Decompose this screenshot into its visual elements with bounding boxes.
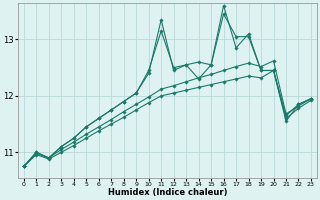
X-axis label: Humidex (Indice chaleur): Humidex (Indice chaleur): [108, 188, 227, 197]
